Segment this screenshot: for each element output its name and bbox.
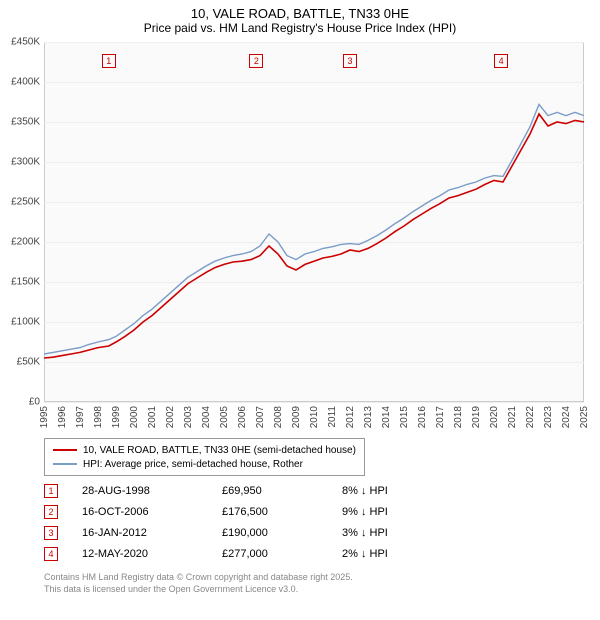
x-axis-label: 2007	[255, 406, 266, 428]
x-axis-label: 2008	[273, 406, 284, 428]
x-axis-label: 2005	[219, 406, 230, 428]
sale-date: 16-OCT-2006	[82, 506, 222, 518]
x-axis-label: 2018	[453, 406, 464, 428]
arrow-down-icon: ↓	[361, 548, 367, 560]
sale-pct: 2% ↓ HPI	[342, 548, 422, 560]
sale-price: £277,000	[222, 548, 342, 560]
x-axis-label: 2015	[399, 406, 410, 428]
gridline	[44, 402, 584, 403]
legend-label: 10, VALE ROAD, BATTLE, TN33 0HE (semi-de…	[83, 445, 356, 456]
x-axis-label: 1999	[111, 406, 122, 428]
x-axis-label: 2021	[507, 406, 518, 428]
x-axis-label: 2006	[237, 406, 248, 428]
x-axis-label: 1995	[39, 406, 50, 428]
x-axis-label: 2000	[129, 406, 140, 428]
sale-row-marker: 2	[44, 505, 58, 519]
x-axis-label: 2014	[381, 406, 392, 428]
x-axis-label: 2004	[201, 406, 212, 428]
title-address: 10, VALE ROAD, BATTLE, TN33 0HE	[0, 6, 600, 21]
chart-area: £0£50K£100K£150K£200K£250K£300K£350K£400…	[44, 42, 584, 402]
sale-pct: 3% ↓ HPI	[342, 527, 422, 539]
sale-row-marker: 4	[44, 547, 58, 561]
chart-title-block: 10, VALE ROAD, BATTLE, TN33 0HE Price pa…	[0, 0, 600, 35]
y-axis-label: £250K	[11, 197, 40, 208]
y-axis-label: £100K	[11, 317, 40, 328]
y-axis-label: £300K	[11, 157, 40, 168]
y-axis-label: £350K	[11, 117, 40, 128]
x-axis-label: 2016	[417, 406, 428, 428]
x-axis-label: 2025	[579, 406, 590, 428]
footer-line1: Contains HM Land Registry data © Crown c…	[44, 572, 353, 584]
sale-pct: 8% ↓ HPI	[342, 485, 422, 497]
sale-price: £176,500	[222, 506, 342, 518]
x-axis-label: 2024	[561, 406, 572, 428]
sale-pct: 9% ↓ HPI	[342, 506, 422, 518]
x-axis-label: 2003	[183, 406, 194, 428]
arrow-down-icon: ↓	[361, 506, 367, 518]
series-hpi	[44, 104, 584, 354]
y-axis-label: £400K	[11, 77, 40, 88]
legend-swatch	[53, 449, 77, 451]
sale-row: 2 16-OCT-2006£176,5009% ↓ HPI	[44, 501, 422, 522]
x-axis-label: 2020	[489, 406, 500, 428]
sale-marker-4: 4	[494, 54, 508, 68]
arrow-down-icon: ↓	[361, 527, 367, 539]
sales-table: 128-AUG-1998£69,9508% ↓ HPI216-OCT-2006£…	[44, 480, 422, 564]
sale-date: 12-MAY-2020	[82, 548, 222, 560]
legend: 10, VALE ROAD, BATTLE, TN33 0HE (semi-de…	[44, 438, 365, 476]
sale-row: 4 12-MAY-2020£277,0002% ↓ HPI	[44, 543, 422, 564]
x-axis-label: 2017	[435, 406, 446, 428]
sale-date: 16-JAN-2012	[82, 527, 222, 539]
sale-date: 28-AUG-1998	[82, 485, 222, 497]
y-axis-label: £450K	[11, 37, 40, 48]
legend-item: 10, VALE ROAD, BATTLE, TN33 0HE (semi-de…	[53, 443, 356, 457]
y-axis-label: £50K	[17, 357, 40, 368]
sale-price: £69,950	[222, 485, 342, 497]
sale-price: £190,000	[222, 527, 342, 539]
y-axis-label: £200K	[11, 237, 40, 248]
arrow-down-icon: ↓	[361, 485, 367, 497]
x-axis-label: 2009	[291, 406, 302, 428]
title-subtitle: Price paid vs. HM Land Registry's House …	[0, 21, 600, 35]
sale-marker-3: 3	[343, 54, 357, 68]
x-axis-label: 1996	[57, 406, 68, 428]
x-axis-label: 2023	[543, 406, 554, 428]
legend-swatch	[53, 463, 77, 465]
footer-attribution: Contains HM Land Registry data © Crown c…	[44, 572, 353, 595]
sale-marker-2: 2	[249, 54, 263, 68]
series-price_paid	[44, 114, 584, 358]
x-axis-label: 2022	[525, 406, 536, 428]
sale-row: 3 16-JAN-2012£190,0003% ↓ HPI	[44, 522, 422, 543]
x-axis-label: 2001	[147, 406, 158, 428]
footer-line2: This data is licensed under the Open Gov…	[44, 584, 353, 596]
legend-item: HPI: Average price, semi-detached house,…	[53, 457, 356, 471]
sale-row-marker: 3	[44, 526, 58, 540]
y-axis-label: £150K	[11, 277, 40, 288]
x-axis-label: 2010	[309, 406, 320, 428]
x-axis-label: 2012	[345, 406, 356, 428]
x-axis-label: 2002	[165, 406, 176, 428]
sale-row: 1 28-AUG-1998£69,9508% ↓ HPI	[44, 480, 422, 501]
sale-marker-1: 1	[102, 54, 116, 68]
x-axis-label: 2013	[363, 406, 374, 428]
chart-lines	[44, 42, 584, 402]
x-axis-label: 1997	[75, 406, 86, 428]
x-axis-label: 2019	[471, 406, 482, 428]
x-axis-label: 1998	[93, 406, 104, 428]
x-axis-label: 2011	[327, 406, 338, 428]
legend-label: HPI: Average price, semi-detached house,…	[83, 459, 303, 470]
sale-row-marker: 1	[44, 484, 58, 498]
